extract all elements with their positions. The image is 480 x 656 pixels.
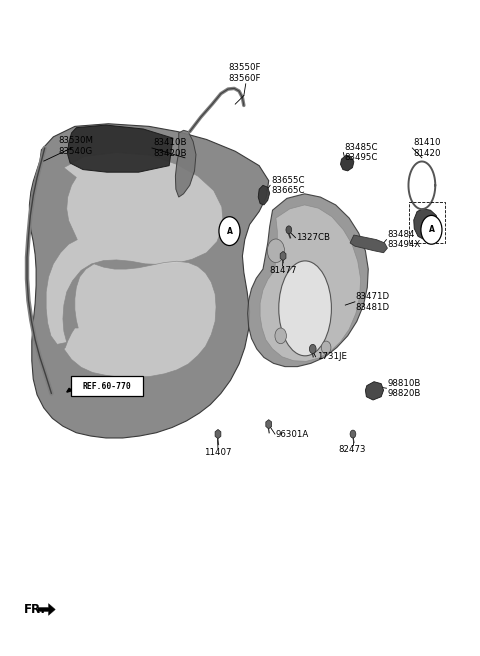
Text: 83655C
83665C: 83655C 83665C xyxy=(271,176,305,195)
Polygon shape xyxy=(67,388,72,392)
Polygon shape xyxy=(64,261,216,377)
Polygon shape xyxy=(258,185,270,205)
FancyBboxPatch shape xyxy=(71,377,144,396)
Circle shape xyxy=(267,239,285,262)
Circle shape xyxy=(286,226,292,234)
Text: 11407: 11407 xyxy=(204,449,231,457)
Polygon shape xyxy=(38,604,55,615)
Polygon shape xyxy=(365,382,384,400)
Text: 83484
83494X: 83484 83494X xyxy=(387,230,420,249)
Text: 1731JE: 1731JE xyxy=(317,352,347,361)
Polygon shape xyxy=(248,194,368,367)
Text: 83471D
83481D: 83471D 83481D xyxy=(356,292,390,312)
Text: A: A xyxy=(429,225,434,234)
Text: 81477: 81477 xyxy=(269,266,297,275)
Circle shape xyxy=(310,344,316,354)
Text: 1327CB: 1327CB xyxy=(297,233,330,242)
Circle shape xyxy=(275,328,287,344)
Polygon shape xyxy=(175,131,196,197)
Ellipse shape xyxy=(279,261,331,356)
Polygon shape xyxy=(29,124,269,438)
Circle shape xyxy=(322,341,331,354)
Text: 82473: 82473 xyxy=(339,445,366,453)
Text: 83485C
83495C: 83485C 83495C xyxy=(344,143,378,162)
Circle shape xyxy=(350,430,356,438)
Polygon shape xyxy=(414,209,439,239)
Polygon shape xyxy=(68,125,173,173)
Polygon shape xyxy=(340,155,354,171)
Text: 98810B
98820B: 98810B 98820B xyxy=(387,379,421,398)
Polygon shape xyxy=(350,235,387,253)
Circle shape xyxy=(219,216,240,245)
Circle shape xyxy=(421,215,442,244)
Text: 83410B
83420B: 83410B 83420B xyxy=(153,138,186,157)
Text: 81410
81420: 81410 81420 xyxy=(413,138,441,157)
Text: 83530M
83540G: 83530M 83540G xyxy=(58,136,93,155)
Text: 83550F
83560F: 83550F 83560F xyxy=(228,63,261,83)
Text: REF.60-770: REF.60-770 xyxy=(83,382,132,391)
Text: 96301A: 96301A xyxy=(276,430,309,439)
Text: FR.: FR. xyxy=(24,603,46,616)
Text: A: A xyxy=(227,226,232,236)
Polygon shape xyxy=(46,153,223,344)
Polygon shape xyxy=(260,205,360,361)
